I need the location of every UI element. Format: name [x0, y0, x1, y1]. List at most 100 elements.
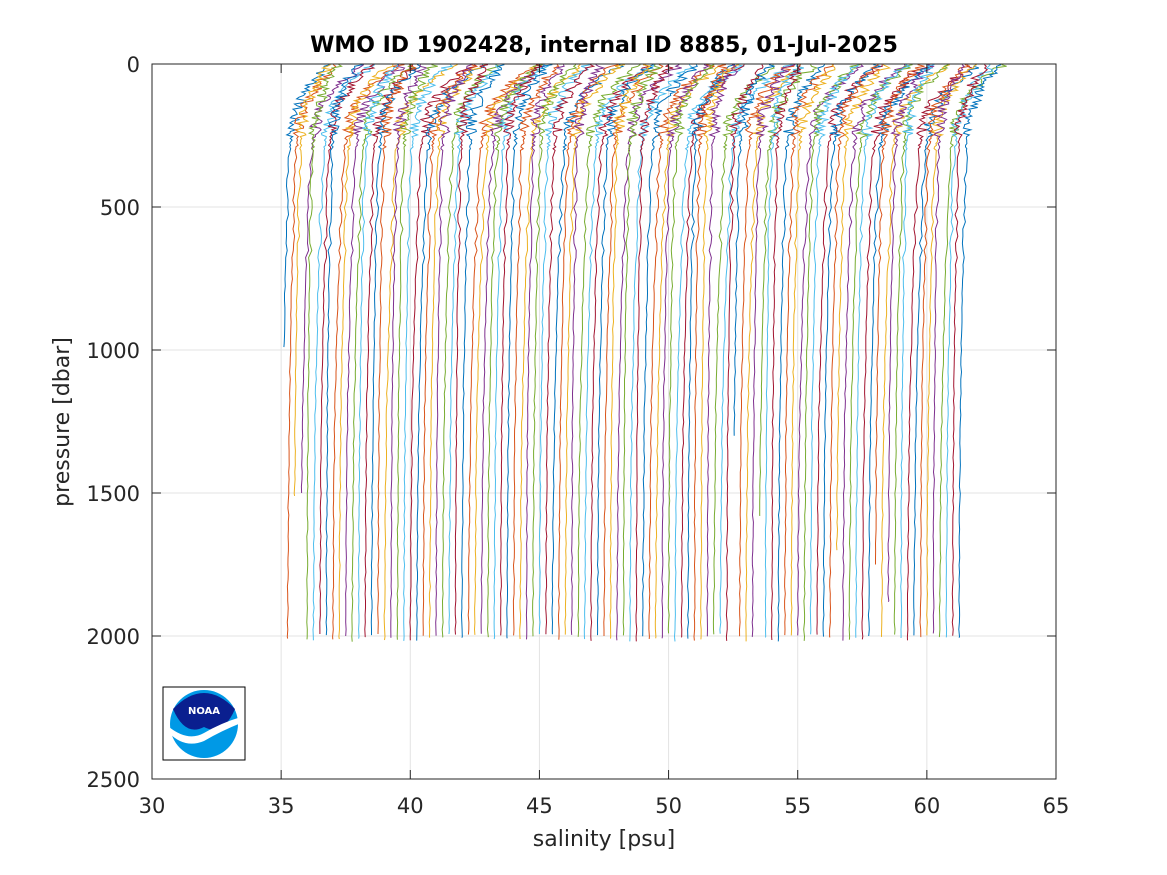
profile-line [564, 64, 626, 635]
profile-line [951, 64, 989, 636]
profile-line [938, 64, 1007, 638]
profile-line [629, 64, 695, 642]
profile-line [603, 64, 664, 636]
profile-line [293, 64, 333, 496]
profile-line [900, 64, 935, 639]
profile-line [648, 64, 715, 639]
profile-line [622, 64, 661, 636]
profile-line [809, 64, 859, 635]
x-tick-label: 65 [1043, 794, 1070, 818]
profile-line [855, 64, 911, 638]
profile-line [829, 64, 881, 638]
plot-frame [151, 63, 1057, 780]
profile-line [390, 64, 429, 638]
profile-line [448, 64, 501, 635]
profile-line [441, 64, 502, 638]
profile-line [338, 64, 394, 640]
chart-title: WMO ID 1902428, internal ID 8885, 01-Jul… [310, 33, 898, 58]
profile-line [616, 64, 682, 641]
profile-line [693, 64, 728, 641]
profile-line [409, 64, 478, 641]
profile-line [770, 64, 802, 641]
profile-line [784, 64, 834, 636]
profile-line [609, 64, 652, 639]
profile-line [319, 64, 376, 634]
profile-line [467, 64, 539, 635]
profile-line [706, 64, 739, 637]
y-tick-label: 2500 [87, 768, 140, 792]
profile-line [803, 64, 861, 641]
profile-line [796, 64, 864, 636]
x-tick-label: 50 [655, 794, 682, 818]
profile-line [777, 64, 826, 642]
profile-line [416, 64, 486, 641]
profile-line [848, 64, 913, 640]
x-tick-labels: 30 35 40 45 50 55 60 65 [139, 794, 1070, 818]
profile-line [738, 64, 795, 637]
x-tick-label: 35 [268, 794, 295, 818]
x-axis-label: salinity [psu] [533, 827, 675, 852]
profile-line [345, 64, 406, 637]
y-tick-labels: 0 500 1000 1500 2000 2500 [87, 53, 140, 792]
profile-line [906, 64, 974, 641]
profile-line [712, 64, 775, 635]
profile-line [583, 64, 655, 640]
profile-line [673, 64, 745, 642]
noaa-logo-text: NOAA [188, 706, 220, 717]
profile-line [887, 64, 935, 602]
x-tick-label: 45 [526, 794, 553, 818]
profile-line [332, 64, 405, 640]
profile-line [506, 64, 553, 639]
profile-line [377, 64, 418, 635]
profile-line [493, 64, 550, 640]
profile-line [764, 64, 805, 638]
profile-line [874, 64, 925, 565]
profile-line [325, 64, 363, 636]
profile-line [835, 64, 892, 551]
noaa-logo: NOAA [162, 686, 246, 761]
profile-line [473, 64, 540, 635]
profile-line [545, 64, 596, 635]
x-tick-label: 60 [913, 794, 940, 818]
profile-line [306, 64, 343, 640]
profile-line [403, 64, 454, 641]
profile-line [932, 64, 965, 634]
profile-line [926, 64, 977, 636]
profile-line [454, 64, 489, 635]
profile-line [958, 64, 1002, 638]
profile-line [570, 64, 606, 635]
y-tick-label: 500 [100, 196, 140, 220]
profile-line [893, 64, 949, 635]
axis-ticks [151, 63, 1057, 780]
profile-line [733, 64, 775, 436]
profile-line [751, 64, 796, 638]
profile-line [512, 64, 560, 636]
profile-line [590, 64, 652, 641]
x-tick-label: 40 [397, 794, 424, 818]
x-tick-label: 55 [784, 794, 811, 818]
profile-line [725, 64, 764, 641]
profile-line [842, 64, 907, 641]
y-axis-label: pressure [dbar] [50, 337, 75, 507]
profile-line [370, 64, 422, 636]
profile-line [435, 64, 473, 636]
profile-line [654, 64, 724, 639]
profile-line [357, 64, 398, 639]
profile-line [532, 64, 578, 637]
profile-line [699, 64, 740, 640]
grid [152, 64, 1056, 779]
profile-line [945, 64, 994, 638]
profile-line [577, 64, 641, 637]
profile-line [661, 64, 710, 639]
profile-lines [283, 64, 1007, 642]
profile-line [396, 64, 438, 640]
y-tick-label: 2000 [87, 625, 140, 649]
profile-line [596, 64, 654, 636]
profile-line [880, 64, 950, 638]
profile-line [486, 64, 544, 638]
y-tick-label: 0 [127, 53, 140, 77]
x-tick-label: 30 [139, 794, 166, 818]
profile-line [642, 64, 698, 637]
y-tick-label: 1000 [87, 339, 140, 363]
